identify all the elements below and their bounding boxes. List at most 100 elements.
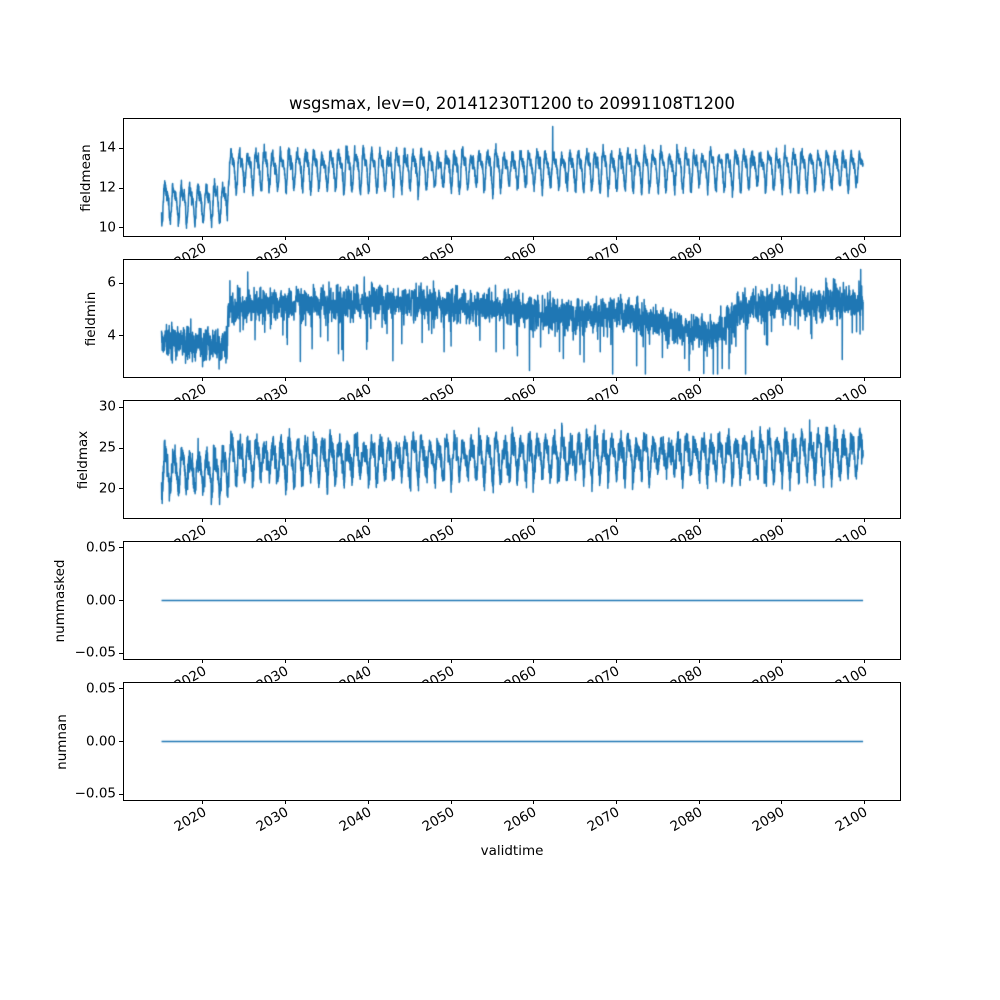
x-tick-mark	[367, 377, 369, 381]
x-tick-mark	[285, 518, 287, 522]
x-tick-mark	[367, 800, 369, 804]
x-tick-mark	[450, 659, 452, 663]
x-tick-mark	[202, 518, 204, 522]
x-tick-mark	[533, 800, 535, 804]
series-line-fieldmax	[124, 401, 900, 518]
x-tick-mark	[781, 659, 783, 663]
y-tick-mark	[119, 282, 123, 284]
x-tick-label: 2020	[171, 804, 209, 836]
x-tick-mark	[367, 518, 369, 522]
x-tick-mark	[533, 377, 535, 381]
subplot-nummasked: 0.05 0.00 −0.05 2020 2030 2040 2050 2060 2070 208…	[52, 539, 901, 694]
y-axis-label-nummasked: nummasked	[52, 559, 68, 642]
y-tick-label: 0.00	[85, 732, 116, 749]
x-tick-mark	[202, 377, 204, 381]
x-tick-mark	[450, 800, 452, 804]
x-tick-mark	[285, 800, 287, 804]
x-tick-mark	[533, 518, 535, 522]
y-tick-label: 0.05	[85, 679, 116, 696]
x-tick-mark	[781, 236, 783, 240]
x-tick-mark	[533, 236, 535, 240]
x-tick-mark	[615, 659, 617, 663]
x-tick-mark	[863, 236, 865, 240]
x-tick-mark	[450, 236, 452, 240]
x-tick-mark	[285, 377, 287, 381]
x-tick-mark	[698, 377, 700, 381]
y-tick-mark	[119, 688, 123, 689]
subplot-fieldmin: 6 4 2020 2030 2040 2050 2060 2070 2080 2090 2100 fi…	[83, 259, 901, 412]
x-tick-mark	[781, 800, 783, 804]
y-axis-label-numnan: numnan	[54, 713, 70, 770]
y-tick-mark	[119, 406, 123, 408]
x-tick-mark	[863, 800, 865, 804]
x-tick-label: 2030	[253, 804, 292, 836]
x-tick-mark	[450, 377, 452, 381]
x-tick-mark	[698, 800, 700, 804]
x-axis-label: validtime	[480, 843, 544, 859]
x-tick-mark	[615, 800, 617, 804]
x-tick-mark	[367, 659, 369, 663]
y-tick-mark	[119, 447, 123, 449]
x-tick-label: 2050	[419, 804, 458, 836]
y-tick-label: −0.05	[74, 644, 116, 661]
y-axis-label-fieldmax: fieldmax	[75, 430, 91, 489]
x-tick-mark	[202, 659, 204, 663]
x-tick-mark	[285, 659, 287, 663]
y-tick-label: 0.00	[85, 591, 116, 608]
y-tick-label: 4	[107, 327, 116, 344]
x-tick-mark	[615, 236, 617, 240]
x-tick-mark	[863, 518, 865, 522]
subplot-numnan: 0.05 0.00 −0.05 2020 2030 2040 2050 2060 2070 208…	[54, 680, 901, 835]
x-tick-mark	[202, 800, 204, 804]
x-tick-mark	[450, 518, 452, 522]
y-tick-mark	[119, 335, 123, 337]
y-tick-label: 14	[98, 139, 116, 156]
subplot-fieldmean: 14 12 10 2020 2030 2040 2050 2060 2070 2080 2090 21…	[78, 118, 901, 271]
x-tick-mark	[615, 518, 617, 522]
x-tick-label: 2070	[584, 804, 623, 836]
y-tick-mark	[119, 227, 123, 229]
x-tick-mark	[781, 377, 783, 381]
y-tick-mark	[119, 488, 123, 490]
x-tick-mark	[615, 377, 617, 381]
y-tick-label: 6	[107, 274, 116, 291]
x-tick-mark	[698, 659, 700, 663]
y-tick-mark	[119, 741, 123, 742]
y-axis-label-fieldmean: fieldmean	[78, 143, 94, 212]
y-tick-mark	[119, 187, 123, 189]
x-tick-mark	[367, 236, 369, 240]
x-tick-mark	[698, 236, 700, 240]
series-line-numnan	[124, 683, 900, 800]
series-line-fieldmean	[124, 119, 900, 236]
y-tick-mark	[119, 793, 123, 795]
y-tick-mark	[119, 652, 123, 654]
subplot-fieldmax: 30 25 20 2020 2030 2040 2050 2060 2070 2080 2090 21…	[75, 399, 901, 553]
x-tick-mark	[863, 377, 865, 381]
x-tick-mark	[698, 518, 700, 522]
y-tick-label: 30	[98, 398, 116, 415]
x-tick-mark	[202, 236, 204, 240]
y-tick-mark	[119, 600, 123, 601]
x-tick-label: 2100	[832, 804, 871, 836]
series-line-fieldmin	[124, 260, 900, 377]
x-tick-mark	[863, 659, 865, 663]
y-tick-mark	[119, 147, 123, 149]
x-tick-label: 2080	[667, 804, 706, 836]
y-tick-label: 25	[98, 439, 116, 456]
y-tick-label: 20	[98, 480, 116, 497]
x-tick-label: 2040	[336, 804, 375, 836]
x-tick-mark	[781, 518, 783, 522]
chart-title: wsgsmax, lev=0, 20141230T1200 to 2099110…	[288, 94, 736, 113]
y-tick-mark	[119, 547, 123, 548]
y-tick-label: 12	[98, 179, 116, 196]
y-tick-label: −0.05	[74, 785, 116, 802]
x-tick-mark	[533, 659, 535, 663]
series-line-nummasked	[124, 542, 900, 659]
x-tick-label: 2090	[750, 804, 788, 836]
x-tick-label: 2060	[501, 804, 540, 836]
y-tick-label: 10	[98, 219, 116, 236]
y-axis-label-fieldmin: fieldmin	[83, 291, 99, 346]
y-tick-label: 0.05	[85, 538, 116, 555]
x-tick-mark	[285, 236, 287, 240]
